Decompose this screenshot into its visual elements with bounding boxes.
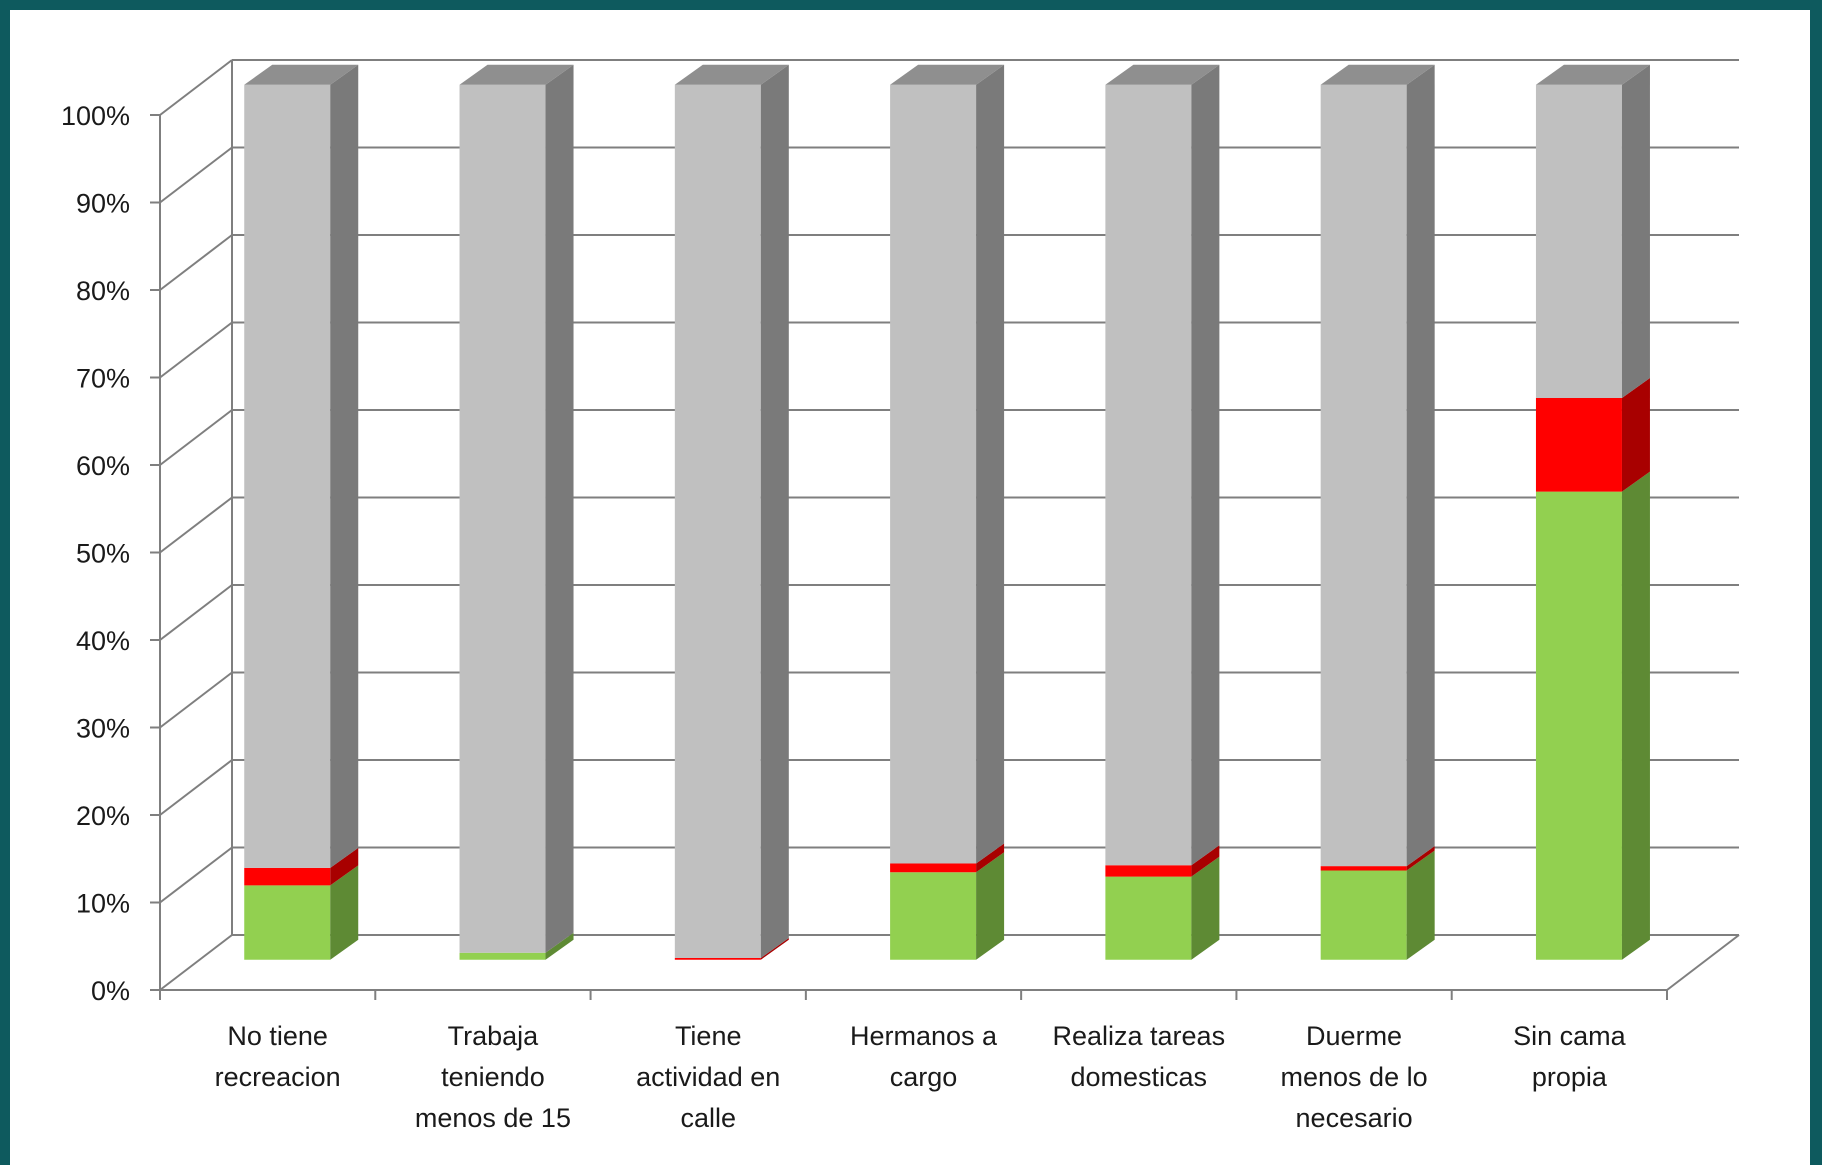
x-category-label: Tiene actividad en calle xyxy=(636,1021,780,1133)
bar-segment-front xyxy=(459,84,546,953)
bar-segment-side xyxy=(1621,378,1650,492)
x-category-label-line: actividad en xyxy=(636,1062,780,1092)
bar-segment-side xyxy=(1406,846,1435,871)
bar-segment-side xyxy=(330,847,359,886)
x-category-label-line: propia xyxy=(1532,1062,1608,1092)
x-category-label: Sin cama propia xyxy=(1513,1021,1627,1092)
bar-segment-side xyxy=(330,64,359,868)
side-gridline xyxy=(159,496,233,554)
bar-segment-front xyxy=(1535,491,1622,960)
bars xyxy=(244,64,1650,960)
y-tick-label: 80% xyxy=(76,276,130,306)
bar-segment-side xyxy=(1191,856,1220,960)
bar-segment-front xyxy=(244,867,331,886)
x-category-label-line: Hermanos a xyxy=(850,1021,998,1051)
y-tick-label: 60% xyxy=(76,451,130,481)
x-category-label-line: cargo xyxy=(890,1062,958,1092)
x-category-label-line: teniendo xyxy=(441,1062,545,1092)
side-gridline xyxy=(159,59,233,116)
bar-segment-front xyxy=(244,885,331,960)
side-gridline xyxy=(159,934,233,991)
x-category-label-line: Sin cama xyxy=(1513,1021,1627,1051)
axes xyxy=(150,114,1668,1000)
x-category-label-line: domesticas xyxy=(1071,1062,1208,1092)
bar-segment-side xyxy=(1406,850,1435,960)
bar-top-face xyxy=(1105,64,1220,85)
x-category-label-line: Trabaja xyxy=(448,1021,540,1051)
x-category-label: Realiza tareas domesticas xyxy=(1052,1021,1225,1092)
y-tick-label: 20% xyxy=(76,801,130,831)
side-gridline xyxy=(159,321,233,379)
y-tick-label: 70% xyxy=(76,364,130,394)
bar-segment-front xyxy=(244,84,331,868)
side-gridline xyxy=(159,234,233,291)
bar-segment-front xyxy=(1320,866,1407,871)
x-category-label: No tiene recreacion xyxy=(215,1021,341,1092)
bar-segment-side xyxy=(1621,471,1650,960)
x-category-label: Duerme menos de lo necesario xyxy=(1281,1021,1428,1133)
bar-top-face xyxy=(244,64,359,85)
bar-segment-front xyxy=(459,952,546,960)
x-category-label: Hermanos a cargo xyxy=(850,1021,998,1092)
bar-segment-front xyxy=(1105,84,1192,866)
bar-segment-side xyxy=(1406,64,1435,867)
x-category-label-line: No tiene xyxy=(227,1021,328,1051)
bar-segment-front xyxy=(890,872,977,960)
x-category-label-line: Duerme xyxy=(1306,1021,1402,1051)
floor-right-edge xyxy=(1666,934,1740,991)
bar-segment-front xyxy=(1320,84,1407,867)
side-gridline xyxy=(159,409,233,466)
y-tick-label: 90% xyxy=(76,189,130,219)
y-tick-label: 50% xyxy=(76,539,130,569)
chart-frame: 0% 10% 20% 30% 40% 50% 60% 70% 80% 90% 100% No tie… xyxy=(10,10,1810,1165)
bar-segment-side xyxy=(545,64,574,953)
side-gridline xyxy=(159,146,233,204)
bar-segment-side xyxy=(760,64,789,958)
side-gridline xyxy=(159,759,233,816)
bar-top-face xyxy=(459,64,574,85)
bar-segment-front xyxy=(1535,398,1622,492)
bar-segment-front xyxy=(890,84,977,864)
x-category-label-line: Tiene xyxy=(675,1021,742,1051)
x-category-label-line: menos de lo xyxy=(1281,1062,1428,1092)
side-gridline xyxy=(159,584,233,641)
stacked-bar-chart: 0% 10% 20% 30% 40% 50% 60% 70% 80% 90% 100% No tie… xyxy=(61,59,1740,1133)
bar-segment-front xyxy=(1535,84,1622,398)
y-tick-label: 40% xyxy=(76,626,130,656)
bar-segment-side xyxy=(976,64,1005,864)
bar-segment-front xyxy=(1105,865,1192,877)
bar-segment-side xyxy=(976,843,1005,873)
side-gridline xyxy=(159,671,233,729)
bar-segment-side xyxy=(1621,64,1650,398)
bar-segment-front xyxy=(1320,870,1407,960)
bar-segment-side xyxy=(976,852,1005,960)
x-category-label-line: Realiza tareas xyxy=(1052,1021,1225,1051)
bar-segment-side xyxy=(760,938,789,960)
bar-top-face xyxy=(1320,64,1435,85)
x-category-label-line: necesario xyxy=(1296,1103,1413,1133)
bar-top-face xyxy=(674,64,789,85)
bar-segment-front xyxy=(674,84,761,958)
x-category-label-line: calle xyxy=(680,1103,736,1133)
bar-segment-side xyxy=(1191,845,1220,877)
y-tick-labels: 0% 10% 20% 30% 40% 50% 60% 70% 80% 90% 100% xyxy=(61,101,130,1006)
y-tick-label: 0% xyxy=(91,976,130,1006)
bar-segment-side xyxy=(330,865,359,960)
side-gridline xyxy=(159,846,233,904)
bar-top-face xyxy=(1535,64,1650,85)
y-tick-label: 100% xyxy=(61,101,130,131)
bar-segment-side xyxy=(1191,64,1220,866)
y-tick-label: 30% xyxy=(76,714,130,744)
x-category-label: Trabaja teniendo menos de 15 xyxy=(415,1021,571,1133)
bar-top-face xyxy=(890,64,1005,85)
bar-segment-side xyxy=(545,932,574,960)
x-category-label-line: menos de 15 xyxy=(415,1103,571,1133)
bar-segment-front xyxy=(1105,876,1192,960)
bar-segment-front xyxy=(890,863,977,873)
x-category-labels: No tiene recreacion Trabaja teniendo menos d… xyxy=(215,1021,1627,1133)
bar-segment-front xyxy=(674,958,761,960)
y-tick-label: 10% xyxy=(76,889,130,919)
x-category-label-line: recreacion xyxy=(215,1062,341,1092)
